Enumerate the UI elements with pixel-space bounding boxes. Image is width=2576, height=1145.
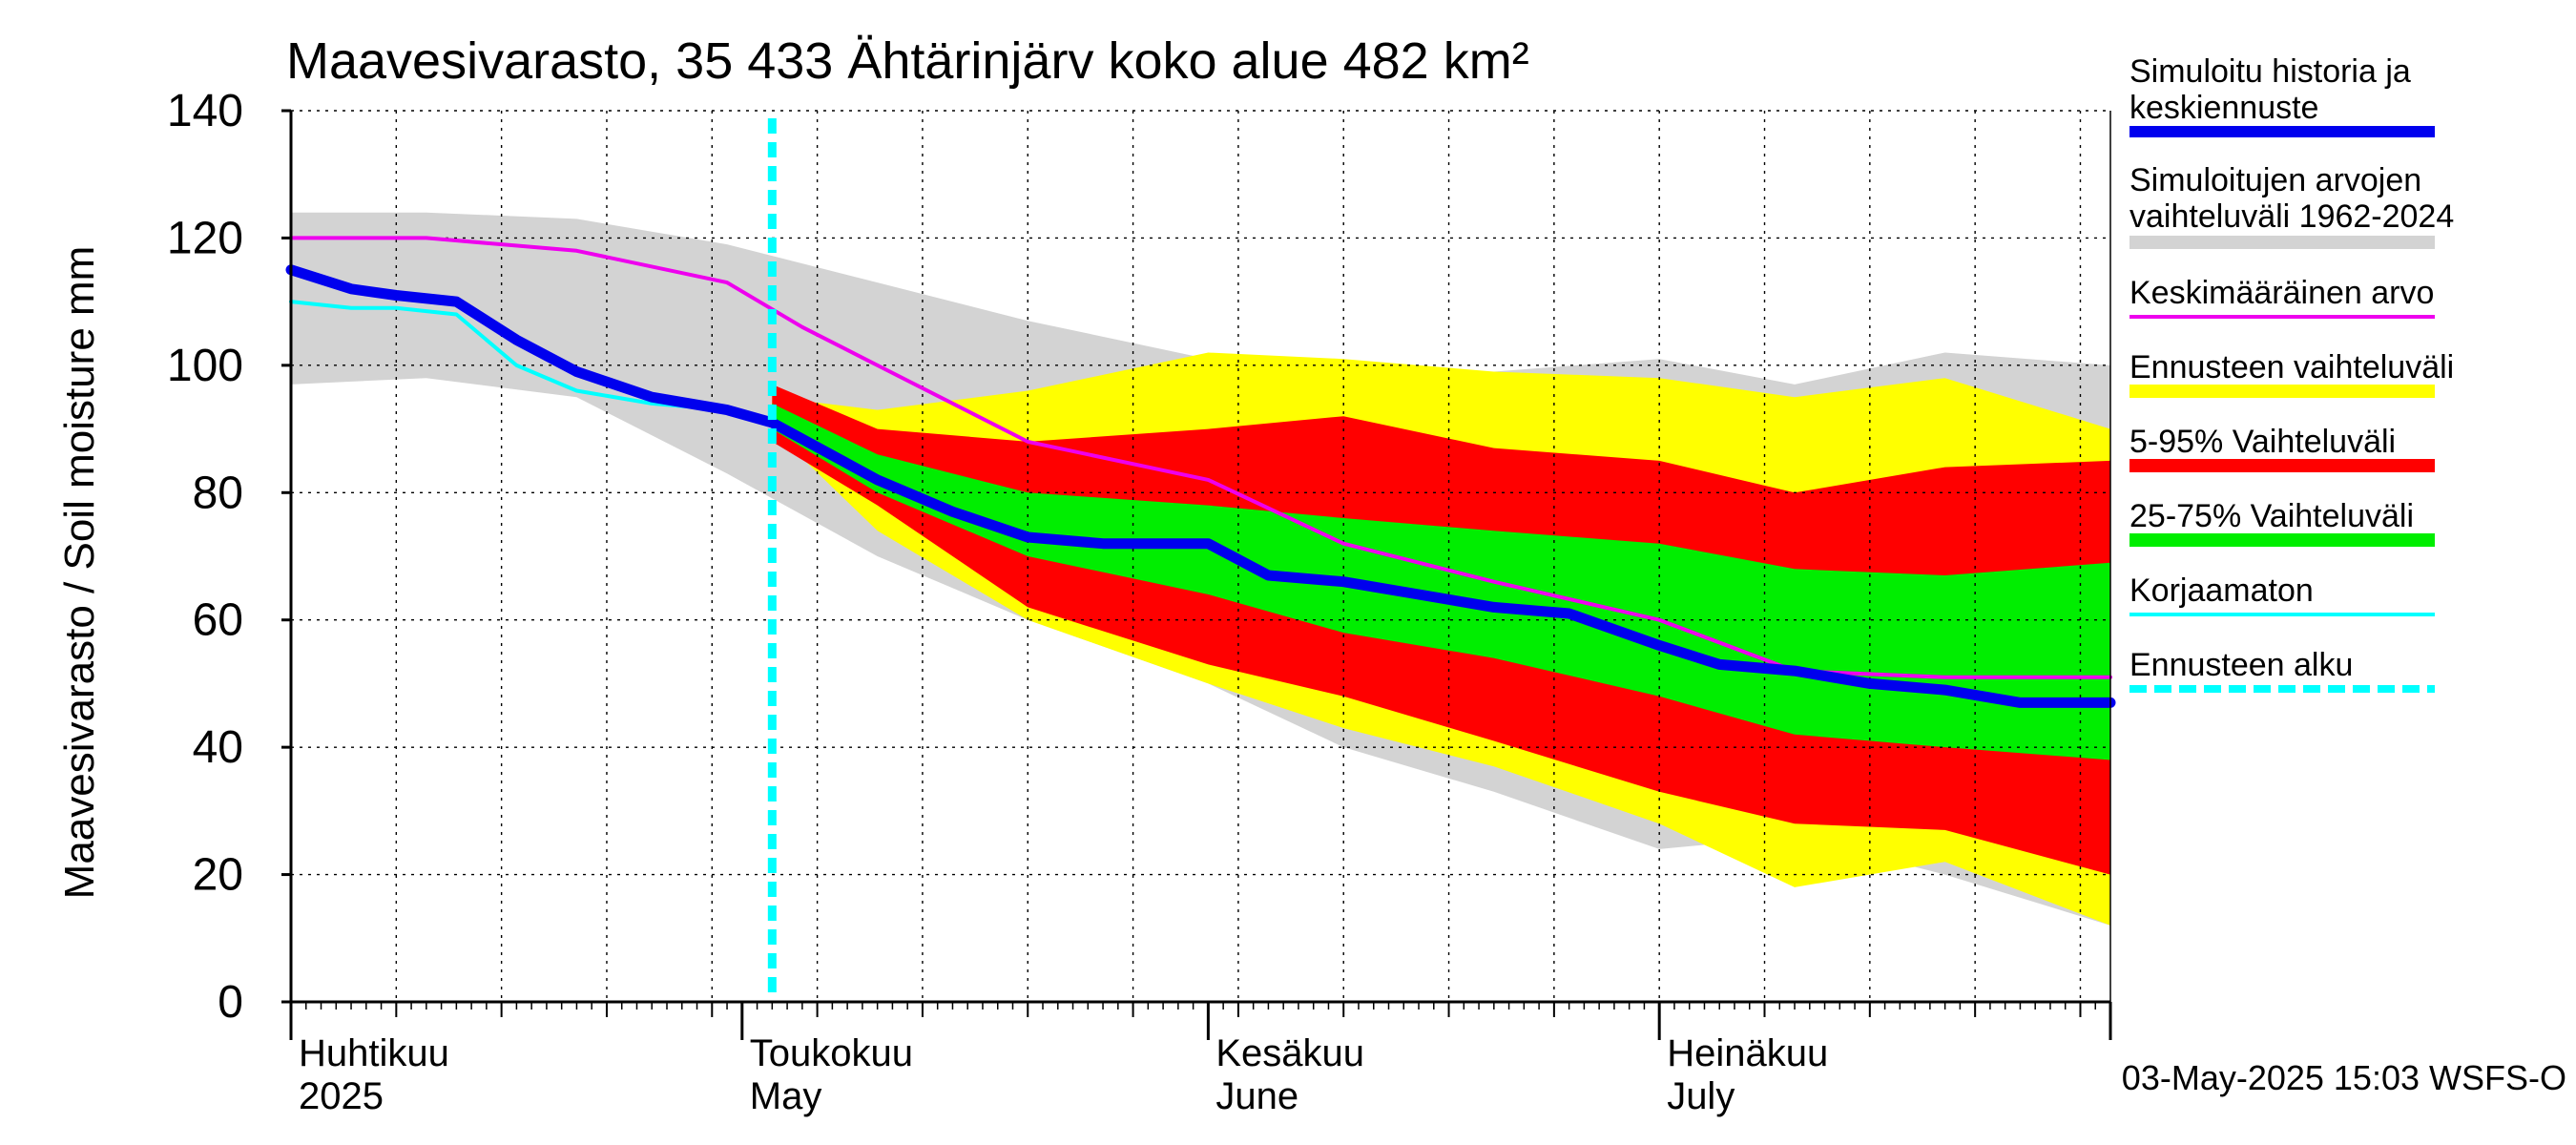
y-tick-label-120: 120 <box>167 213 243 263</box>
legend-label-sim: keskiennuste <box>2129 90 2318 126</box>
legend-label-p25_75: 25-75% Vaihteluväli <box>2129 498 2414 534</box>
legend-label-fc_range: Ennusteen vaihteluväli <box>2129 349 2454 385</box>
legend-label-hist_range: Simuloitujen arvojen <box>2129 162 2421 198</box>
x-month-label-fi: Kesäkuu <box>1215 1032 1364 1074</box>
grid-lines <box>291 110 2110 1002</box>
y-tick-label-80: 80 <box>193 468 243 518</box>
y-tick-label-100: 100 <box>167 341 243 391</box>
y-tick-label-20: 20 <box>193 850 243 901</box>
range-bands <box>291 212 2110 926</box>
legend-label-mean: Keskimääräinen arvo <box>2129 275 2434 311</box>
x-month-label-en: May <box>750 1075 822 1117</box>
legend-label-sim: Simuloitu historia ja <box>2129 53 2411 90</box>
x-month-label-fi: Heinäkuu <box>1667 1032 1828 1074</box>
legend-label-fc_start: Ennusteen alku <box>2129 647 2353 683</box>
series-lines <box>285 118 2116 1002</box>
line-uncorrected <box>289 300 729 412</box>
x-month-label-en: June <box>1215 1075 1298 1117</box>
legend-label-p5_95: 5-95% Vaihteluväli <box>2129 424 2396 460</box>
chart-title: Maavesivarasto, 35 433 Ähtärinjärv koko … <box>286 32 1529 90</box>
x-month-label-en: 2025 <box>299 1075 384 1117</box>
y-axis-label: Maavesivarasto / Soil moisture mm <box>56 246 103 900</box>
y-tick-label-60: 60 <box>193 595 243 646</box>
timestamp-label: 03-May-2025 15:03 WSFS-O <box>2122 1058 2566 1097</box>
y-tick-label-40: 40 <box>193 722 243 773</box>
y-tick-label-0: 0 <box>218 977 243 1028</box>
legend-label-uncorrected: Korjaamaton <box>2129 572 2314 609</box>
legend-label-hist_range: vaihteluväli 1962-2024 <box>2129 198 2454 235</box>
x-month-label-fi: Toukokuu <box>750 1032 913 1074</box>
y-tick-label-140: 140 <box>167 86 243 136</box>
line-mean <box>289 236 2112 679</box>
line-sim <box>285 264 2116 708</box>
x-month-label-en: July <box>1667 1075 1735 1117</box>
x-month-label-fi: Huhtikuu <box>299 1032 449 1074</box>
